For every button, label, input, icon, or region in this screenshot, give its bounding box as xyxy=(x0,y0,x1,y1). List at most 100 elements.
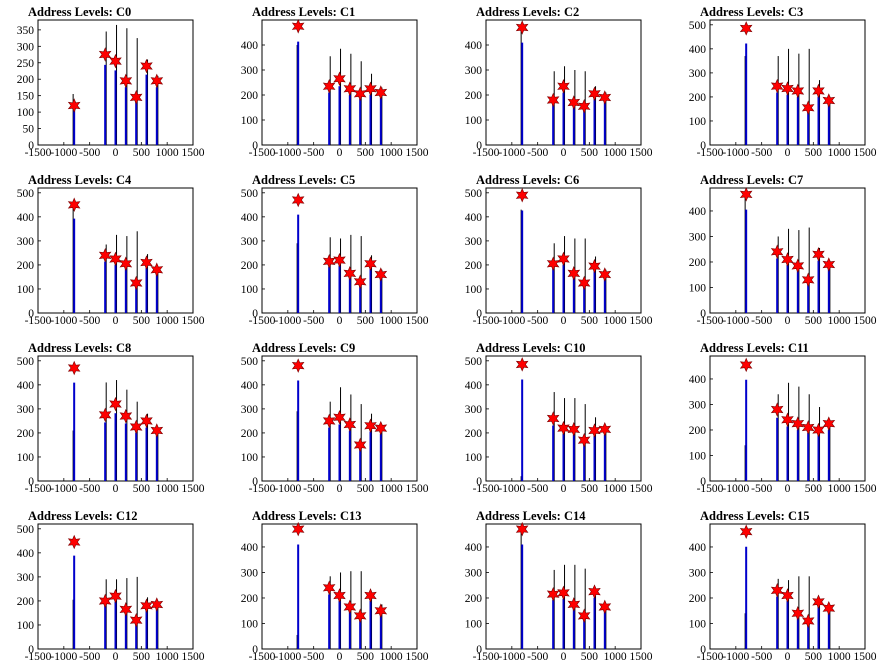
peak-marker xyxy=(140,58,153,74)
peak-marker xyxy=(801,613,815,629)
y-tick-label: 300 xyxy=(241,236,259,248)
y-tick-label: 200 xyxy=(689,257,707,269)
chart-panel-2: Address Levels: C2-1500-1000 -500 0 500 1000… xyxy=(465,5,653,159)
y-tick-label: 400 xyxy=(465,542,483,554)
x-tick-label: -1500 xyxy=(249,147,276,159)
x-tick-label: -1000 xyxy=(722,651,749,663)
peak-marker xyxy=(822,93,836,108)
x-tick-label: 0 xyxy=(561,483,567,495)
y-tick-label: 300 xyxy=(17,404,35,416)
peak-marker xyxy=(98,248,112,263)
x-tick-label: -500 xyxy=(751,651,772,663)
peak-marker xyxy=(791,258,805,274)
y-tick-label: 0 xyxy=(476,308,482,320)
x-tick-label: 1000 xyxy=(828,147,851,159)
y-tick-label: 0 xyxy=(700,644,706,656)
y-tick-label: 500 xyxy=(241,356,259,368)
x-tick-label: 500 xyxy=(133,651,151,663)
x-tick-label: -500 xyxy=(527,483,548,495)
y-tick-label: 400 xyxy=(465,212,483,224)
x-tick-label: 1500 xyxy=(630,483,653,495)
chart-title: Address Levels: C1 xyxy=(252,5,355,19)
peak-marker xyxy=(546,411,560,426)
y-tick-label: 0 xyxy=(476,140,482,152)
y-tick-label: 100 xyxy=(241,115,259,127)
peak-marker xyxy=(291,192,305,208)
x-tick-label: 1500 xyxy=(854,147,877,159)
x-tick-label: -500 xyxy=(303,147,324,159)
x-tick-label: 1000 xyxy=(604,147,627,159)
y-tick-label: 200 xyxy=(689,92,707,104)
peak-marker xyxy=(343,266,357,281)
peak-marker xyxy=(374,85,388,100)
peak-marker xyxy=(374,267,388,282)
y-tick-label: 100 xyxy=(689,282,707,294)
x-tick-label: -500 xyxy=(527,651,548,663)
x-tick-label: 1000 xyxy=(380,315,403,327)
chart-title: Address Levels: C4 xyxy=(28,173,132,187)
peak-marker xyxy=(129,275,143,291)
chart-panel-7: Address Levels: C7-1500-1000 -500 0 500 1000… xyxy=(689,173,877,327)
y-tick-label: 300 xyxy=(689,399,707,411)
chart-title: Address Levels: C10 xyxy=(476,341,586,355)
peak-marker xyxy=(577,99,591,114)
x-tick-label: 1000 xyxy=(156,651,179,663)
y-tick-label: 400 xyxy=(17,380,35,392)
x-tick-label: 1500 xyxy=(630,147,653,159)
peak-marker xyxy=(364,588,377,603)
x-tick-label: -1000 xyxy=(722,315,749,327)
x-tick-label: 1500 xyxy=(406,147,429,159)
y-tick-label: 200 xyxy=(465,90,483,102)
x-tick-label: 0 xyxy=(337,483,343,495)
x-tick-label: 500 xyxy=(581,651,599,663)
x-tick-label: -1000 xyxy=(498,147,525,159)
y-tick-label: 200 xyxy=(465,260,483,272)
y-tick-label: 400 xyxy=(241,542,259,554)
peak-marker xyxy=(739,357,753,373)
chart-panel-8: Address Levels: C8-1500-1000 -500 0 500 1000… xyxy=(17,341,205,495)
peak-marker xyxy=(109,396,122,412)
x-tick-label: 1500 xyxy=(182,651,205,663)
x-tick-label: -1000 xyxy=(50,483,77,495)
peak-marker xyxy=(801,420,815,435)
x-tick-label: 0 xyxy=(113,147,119,159)
peak-marker xyxy=(557,420,570,436)
x-tick-label: -500 xyxy=(79,483,100,495)
x-tick-label: -1500 xyxy=(25,483,52,495)
y-tick-label: 500 xyxy=(241,188,259,200)
x-tick-label: 1000 xyxy=(604,315,627,327)
x-tick-label: -1500 xyxy=(25,147,52,159)
y-tick-label: 0 xyxy=(28,644,34,656)
chart-title: Address Levels: C11 xyxy=(700,341,809,355)
y-tick-label: 200 xyxy=(241,593,259,605)
x-tick-label: -1000 xyxy=(722,483,749,495)
y-tick-label: 200 xyxy=(17,74,35,86)
peak-marker xyxy=(801,272,815,288)
x-tick-label: 1500 xyxy=(630,651,653,663)
peak-marker xyxy=(546,92,560,108)
x-tick-label: 500 xyxy=(133,483,151,495)
y-tick-label: 300 xyxy=(465,236,483,248)
peak-marker xyxy=(598,599,612,615)
chart-panel-12: Address Levels: C12 -1500-1000 -500 0 500 100… xyxy=(17,509,205,663)
peak-marker xyxy=(322,254,336,269)
x-tick-label: -1500 xyxy=(473,315,500,327)
x-tick-label: -1000 xyxy=(274,651,301,663)
y-tick-label: 100 xyxy=(465,452,483,464)
y-tick-label: 100 xyxy=(17,620,35,632)
peak-marker xyxy=(770,583,784,598)
peak-marker xyxy=(322,413,336,429)
y-tick-label: 200 xyxy=(241,428,259,440)
peak-marker xyxy=(343,417,357,432)
y-tick-label: 300 xyxy=(465,65,483,77)
peak-marker xyxy=(791,83,805,99)
peak-marker xyxy=(322,79,336,94)
x-tick-label: -1500 xyxy=(473,483,500,495)
x-tick-label: 1000 xyxy=(380,147,403,159)
x-tick-label: 0 xyxy=(561,147,567,159)
x-tick-label: -1000 xyxy=(274,483,301,495)
y-tick-label: 0 xyxy=(252,476,258,488)
x-tick-label: -1500 xyxy=(25,315,52,327)
peak-marker xyxy=(781,252,794,267)
chart-title: Address Levels: C14 xyxy=(476,509,586,523)
